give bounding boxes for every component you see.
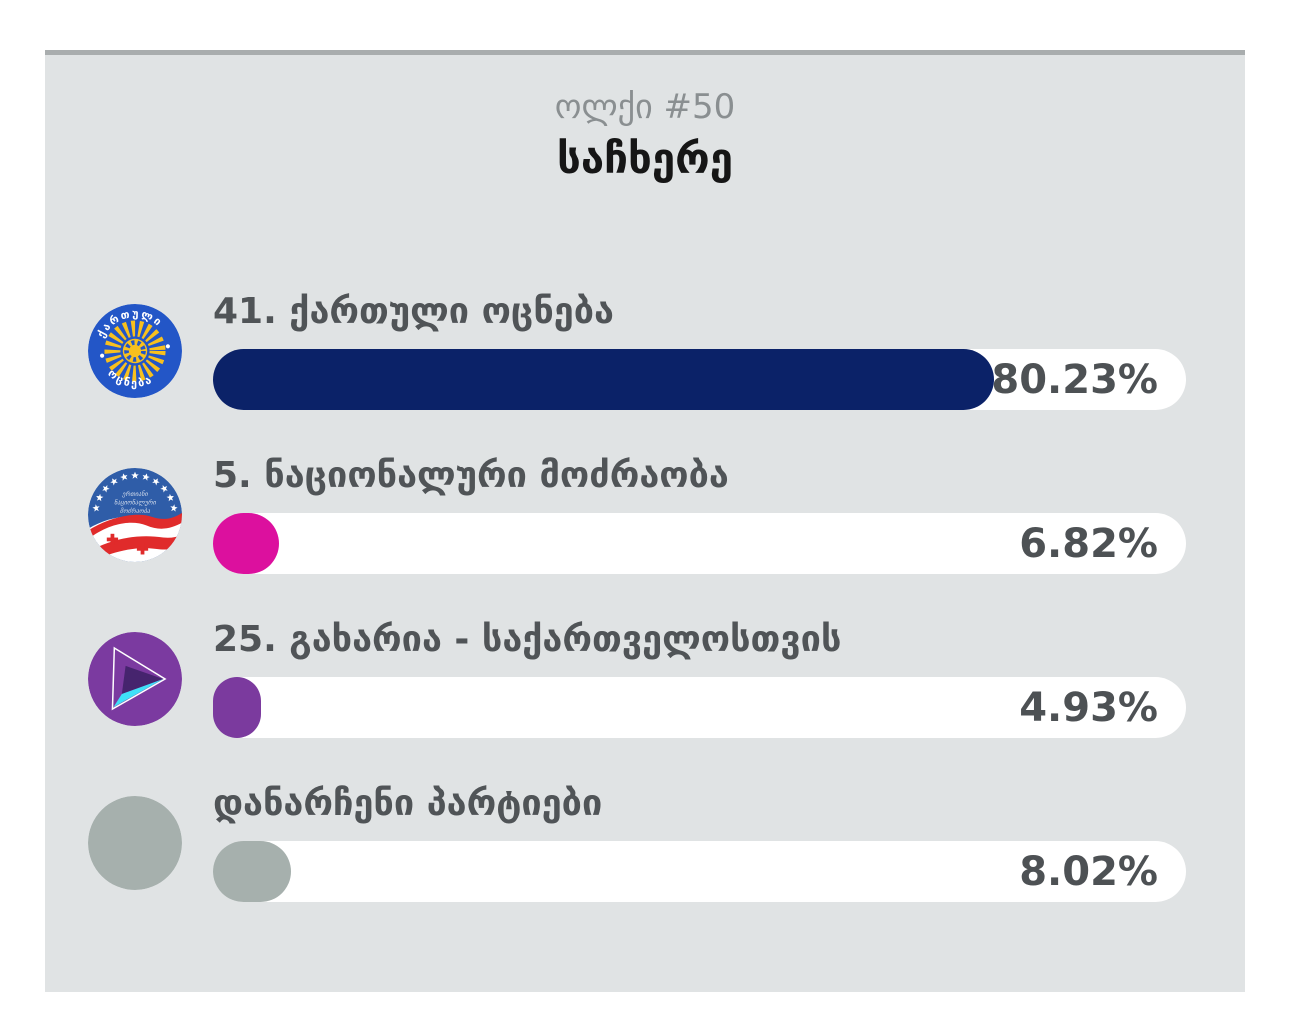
results-list: ქართული ოცნება 41. ქართული ოცნება 80.23% (45, 292, 1245, 948)
result-row-for-georgia: 25. გახარია - საქართველოსთვის 4.93% (45, 620, 1245, 784)
other-parties-logo-icon (88, 796, 182, 890)
result-bar-fill (213, 841, 292, 902)
georgian-dream-logo-icon: ქართული ოცნება (88, 304, 182, 398)
result-row-georgian-dream: ქართული ოცნება 41. ქართული ოცნება 80.23% (45, 292, 1245, 456)
result-percent-value: 8.02% (1019, 848, 1158, 895)
result-percent-value: 80.23% (991, 356, 1158, 403)
district-name-title: საჩხერე (556, 134, 734, 183)
result-percent-value: 6.82% (1019, 520, 1158, 567)
result-bar-fill (213, 513, 280, 574)
party-name-label: დანარჩენი პარტიები (213, 783, 603, 824)
result-bar-track: 6.82% (213, 513, 1186, 574)
district-number-label: ოლქი #50 (554, 87, 736, 127)
result-row-national-movement: ერთიანი ნაციონალური მოძრაობა (45, 456, 1245, 620)
party-name-label: 41. ქართული ოცნება (213, 291, 614, 332)
header: ოლქი #50 საჩხერე (45, 55, 1245, 183)
result-percent-value: 4.93% (1019, 684, 1158, 731)
result-bar-track: 8.02% (213, 841, 1186, 902)
svg-text:ნაციონალური: ნაციონალური (114, 500, 157, 507)
party-name-label: 5. ნაციონალური მოძრაობა (213, 455, 729, 496)
result-bar-track: 80.23% (213, 349, 1186, 410)
result-row-other-parties: დანარჩენი პარტიები 8.02% (45, 784, 1245, 948)
result-bar-fill (213, 349, 994, 410)
united-national-movement-logo-icon: ერთიანი ნაციონალური მოძრაობა (88, 468, 182, 562)
result-bar-track: 4.93% (213, 677, 1186, 738)
result-bar-fill (213, 677, 261, 738)
results-card: ოლქი #50 საჩხერე ქართული (45, 50, 1245, 992)
party-name-label: 25. გახარია - საქართველოსთვის (213, 619, 842, 660)
svg-text:მოძრაობა: მოძრაობა (120, 508, 151, 515)
svg-text:ერთიანი: ერთიანი (121, 491, 148, 498)
for-georgia-logo-icon (88, 632, 182, 726)
